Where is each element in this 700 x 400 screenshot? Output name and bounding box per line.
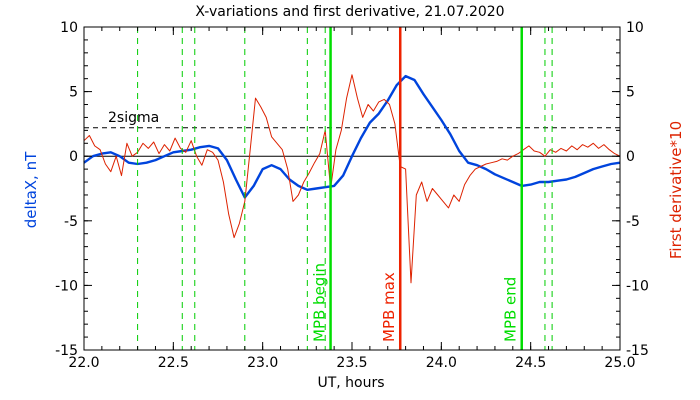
- deltax-series-line: [83, 74, 621, 199]
- y-tick-label-right: 0: [626, 149, 635, 165]
- x-tick-label: 24.0: [426, 355, 457, 371]
- axes: 22.0 22.5 23.0 23.5 24.0 24.5 25.0-15 -15-10 -10…: [55, 20, 649, 371]
- y-tick-label-right: 5: [626, 85, 635, 101]
- x-tick-label: 22.0: [68, 355, 99, 371]
- y-axis-label-left: deltaX, nT: [22, 151, 40, 228]
- y-tick-label-left: -15: [55, 343, 78, 359]
- y-tick-label-right: 10: [626, 20, 644, 36]
- derivative-series-line: [83, 74, 621, 284]
- series-layer: [83, 74, 621, 284]
- chart-title: X-variations and first derivative, 21.07…: [195, 4, 504, 20]
- y-axis-label-right: First derivative*10: [667, 121, 685, 259]
- x-tick-label: 23.0: [247, 355, 278, 371]
- y-tick-label-right: -10: [626, 278, 649, 294]
- y-tick-label-left: 0: [69, 149, 78, 165]
- reference-lines: 2sigma: [84, 110, 620, 157]
- x-tick-label: 23.5: [336, 355, 367, 371]
- y-tick-label-right: -15: [626, 343, 649, 359]
- event-marker-label: MPB end: [502, 277, 520, 342]
- x-tick-label: 24.5: [515, 355, 546, 371]
- event-markers: MPB begin MPB max MPB end: [137, 27, 553, 350]
- threshold-label: 2sigma: [108, 110, 159, 126]
- y-tick-label-left: 5: [69, 85, 78, 101]
- x-tick-label: 22.5: [158, 355, 189, 371]
- y-tick-label-left: 10: [60, 20, 78, 36]
- y-tick-label-right: -5: [626, 214, 640, 230]
- y-tick-label-left: -10: [55, 278, 78, 294]
- event-marker-label: MPB max: [380, 272, 398, 342]
- x-axis-label: UT, hours: [317, 375, 384, 391]
- event-marker-label: MPB begin: [311, 263, 329, 342]
- x-tick-label: 25.0: [604, 355, 635, 371]
- y-tick-label-left: -5: [64, 214, 78, 230]
